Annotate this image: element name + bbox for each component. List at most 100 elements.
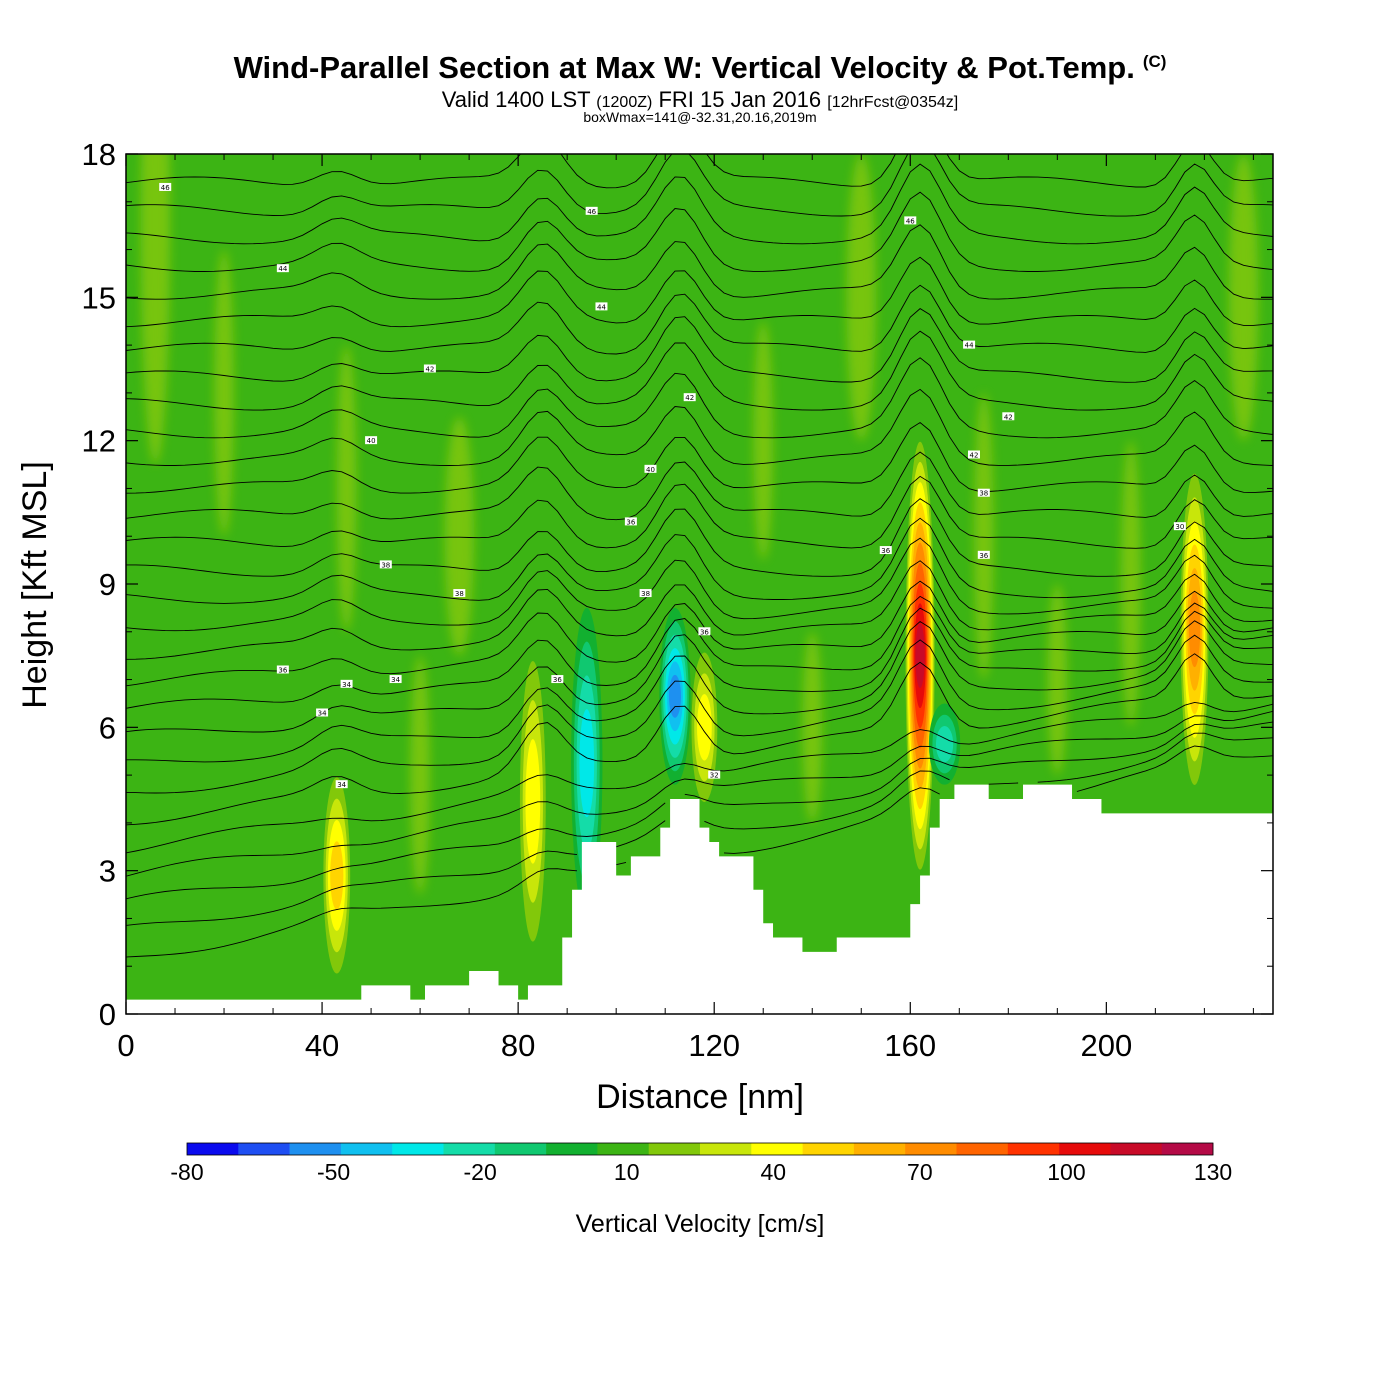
- updraft-core: [1188, 591, 1201, 668]
- contour-label: 32: [708, 770, 721, 780]
- colorbar-segment: [751, 1143, 803, 1155]
- weak-updraft-streak: [336, 345, 357, 632]
- theta-isoline: [126, 850, 578, 926]
- colorbar-segment: [1007, 1143, 1060, 1155]
- contour-label-bg: [276, 665, 289, 674]
- contour-label: 42: [683, 393, 696, 402]
- y-tick-label: 0: [99, 997, 116, 1032]
- contour-label-text: 46: [161, 184, 170, 192]
- contour-label-text: 46: [587, 208, 596, 216]
- contour-label-text: 44: [278, 265, 287, 273]
- colorbar-tick-label: -50: [317, 1159, 350, 1185]
- y-tick-label: 9: [99, 567, 116, 602]
- contour-label-text: 32: [710, 772, 719, 780]
- colorbar-tick-label: -80: [170, 1159, 203, 1185]
- x-axis-title: Distance [nm]: [596, 1078, 804, 1116]
- subtitle-date: FRI 15 Jan 2016: [658, 87, 822, 112]
- contour-label-bg: [698, 627, 711, 636]
- contour-label: 44: [595, 302, 608, 311]
- updraft-core: [330, 841, 344, 910]
- contour-label: 44: [276, 264, 289, 273]
- weak-updraft-streak: [444, 416, 475, 656]
- terrain-mask: [126, 784, 1273, 1014]
- contour-label: 46: [904, 216, 917, 225]
- theta-isoline: [126, 421, 1273, 494]
- weak-updraft-streak: [140, 154, 171, 465]
- contour-label: 34: [335, 780, 348, 789]
- theta-isoline: [126, 154, 1273, 217]
- contour-label-bg: [585, 206, 598, 215]
- theta-isoline: [126, 517, 1273, 604]
- y-tick-label: 6: [99, 710, 116, 745]
- contour-label-bg: [159, 182, 172, 191]
- theta-isoline: [126, 620, 1273, 763]
- theta-isoline: [126, 701, 1273, 854]
- colorbar-segment: [289, 1143, 342, 1155]
- theta-isoline: [126, 802, 666, 900]
- contour-label-text: 44: [965, 342, 974, 350]
- theta-isoline: [126, 475, 1273, 549]
- colorbar-segment: [238, 1143, 290, 1155]
- theta-isoline: [126, 308, 1273, 383]
- contour-label-text: 36: [979, 552, 988, 560]
- contour-label-bg: [683, 393, 696, 402]
- contour-label: 40: [365, 436, 378, 445]
- y-tick-label: 18: [82, 137, 116, 172]
- contour-label: 38: [379, 560, 392, 569]
- downdraft-core: [579, 709, 595, 818]
- y-axis-title: Height [Kft MSL]: [16, 461, 54, 709]
- contour-label: 36: [698, 627, 711, 636]
- contour-label: 44: [963, 340, 976, 350]
- contour-label-bg: [967, 450, 980, 459]
- contour-label-bg: [708, 770, 721, 779]
- theta-isoline: [126, 560, 1273, 660]
- colorbar-tick-label: -20: [464, 1159, 497, 1185]
- x-tick-label: 120: [688, 1028, 740, 1063]
- updraft-core: [697, 694, 712, 761]
- colorbar-segment: [443, 1143, 496, 1155]
- contour-label: 42: [423, 364, 436, 374]
- weak-updraft-streak: [753, 321, 774, 561]
- contour-label: 38: [639, 589, 652, 598]
- y-tick-label: 15: [82, 280, 116, 315]
- colorbar-segment: [956, 1143, 1009, 1155]
- contour-label-bg: [1002, 412, 1015, 421]
- theta-isoline: [616, 861, 627, 866]
- contour-label: 36: [551, 675, 564, 684]
- subtitle-z: (1200Z): [596, 94, 653, 111]
- theta-isoline: [704, 770, 950, 830]
- theta-isoline: [126, 580, 1273, 687]
- contour-label-text: 34: [391, 676, 400, 684]
- contour-label-bg: [879, 546, 892, 555]
- theta-isoline: [126, 191, 1273, 272]
- copyright-mark: (C): [1142, 51, 1167, 71]
- colorbar: -80 -50 -20 10 40 70 100 130: [170, 1142, 1232, 1185]
- x-tick-label: 0: [117, 1028, 134, 1063]
- contour-label-bg: [551, 675, 564, 684]
- theta-isoline: [723, 787, 940, 854]
- theta-isoline: [1037, 732, 1273, 783]
- colorbar-segment: [392, 1143, 444, 1155]
- contour-label: 34: [316, 708, 329, 718]
- chart-subtitle: Valid 1400 LST (1200Z) FRI 15 Jan 2016 […: [0, 87, 1400, 113]
- contour-label-text: 36: [700, 628, 709, 636]
- colorbar-tick-label: 10: [614, 1159, 640, 1185]
- contour-label-bg: [639, 589, 652, 598]
- y-tick-label: 12: [82, 424, 116, 459]
- contour-label: 38: [453, 589, 466, 598]
- contour-label-text: 38: [455, 590, 464, 598]
- colorbar-segment: [597, 1143, 649, 1155]
- theta-isoline: [1076, 745, 1273, 792]
- contour-label-bg: [624, 517, 637, 526]
- theta-isoline: [126, 163, 1273, 245]
- theta-isoline: [126, 388, 1273, 466]
- contour-label-text: 34: [337, 781, 346, 789]
- y-tick-label: 3: [99, 854, 116, 889]
- x-tick-label: 80: [501, 1028, 535, 1063]
- contour-label: 38: [977, 488, 990, 498]
- contour-label: 36: [624, 517, 637, 526]
- contour-label: 40: [644, 464, 657, 474]
- contour-label-text: 36: [881, 547, 890, 555]
- contour-label: 42: [1002, 412, 1015, 421]
